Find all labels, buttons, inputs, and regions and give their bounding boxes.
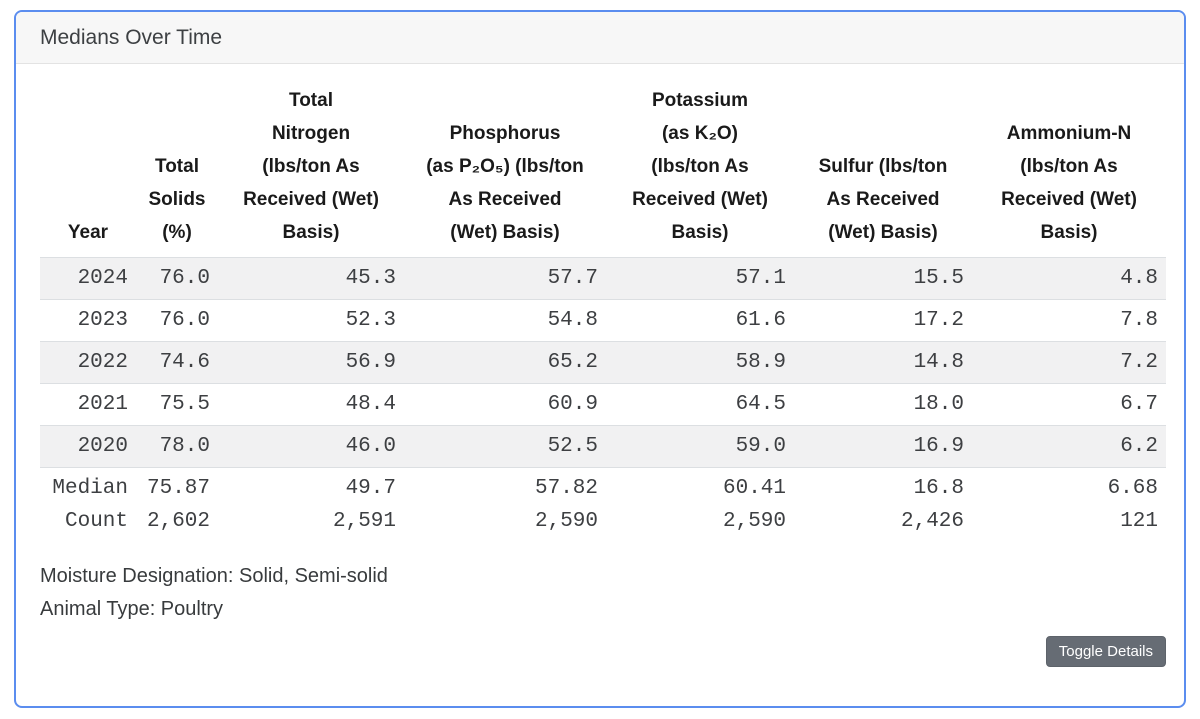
table-cell: 75.5 bbox=[136, 383, 218, 426]
table-cell: 60.41 bbox=[722, 477, 786, 500]
row-label: 2020 bbox=[40, 425, 136, 468]
card-body: Year Total Solids (%) Total Nitrogen (lbs/ton … bbox=[16, 64, 1184, 689]
table-cell: 2,590 bbox=[722, 510, 786, 533]
row-label: 2023 bbox=[40, 299, 136, 342]
table-cell: 57.7 bbox=[404, 257, 606, 300]
row-label: 2024 bbox=[40, 257, 136, 300]
column-header-6: Ammonium-N (lbs/ton As Received (Wet) Basis… bbox=[972, 84, 1166, 258]
column-header-3: Phosphorus (as P₂O₅) (lbs/ton As Received(… bbox=[404, 84, 606, 258]
table-head: Year Total Solids (%) Total Nitrogen (lbs/ton … bbox=[40, 84, 1166, 258]
column-header-1: Total Solids (%) bbox=[136, 84, 218, 258]
table-cell: 58.9 bbox=[606, 341, 794, 384]
table-row: 2021 75.5 48.4 60.9 64.5 18.0 6.7 bbox=[40, 383, 1166, 426]
table-cell: 17.2 bbox=[794, 299, 972, 342]
medians-over-time-card: Medians Over Time Year Total Solids (%) Tota… bbox=[14, 10, 1186, 708]
table-cell: 2,590 bbox=[534, 510, 598, 533]
table-cell: 57.1 bbox=[606, 257, 794, 300]
table-cell: 15.5 bbox=[794, 257, 972, 300]
table-cell: 7.2 bbox=[972, 341, 1166, 384]
table-cell: 78.0 bbox=[136, 425, 218, 468]
card-title: Medians Over Time bbox=[40, 26, 223, 49]
table-cell: 6.7 bbox=[972, 383, 1166, 426]
table-cell: 61.6 bbox=[606, 299, 794, 342]
row-label: 2022 bbox=[40, 341, 136, 384]
table-cell: 52.5 bbox=[404, 425, 606, 468]
table-cell: 59.0 bbox=[606, 425, 794, 468]
table-notes: Moisture Designation: Solid, Semi-solid … bbox=[40, 560, 1166, 626]
card-header: Medians Over Time bbox=[16, 12, 1184, 64]
table-cell: 7.8 bbox=[972, 299, 1166, 342]
table-cell: 54.8 bbox=[404, 299, 606, 342]
row-label: Count bbox=[64, 510, 128, 533]
table-cell: 48.4 bbox=[218, 383, 404, 426]
column-header-0: Year bbox=[40, 84, 136, 258]
table-row: 2023 76.0 52.3 54.8 61.6 17.2 7.8 bbox=[40, 299, 1166, 342]
table-cell: 74.6 bbox=[136, 341, 218, 384]
column-header-2: Total Nitrogen (lbs/ton As Received (Wet) Ba… bbox=[218, 84, 404, 258]
table-cell: 6.2 bbox=[972, 425, 1166, 468]
table-cell: 16.8 bbox=[913, 477, 964, 500]
moisture-designation-text: Moisture Designation: Solid, Semi-solid bbox=[40, 565, 388, 587]
row-label: 2021 bbox=[40, 383, 136, 426]
table-cell: 60.9 bbox=[404, 383, 606, 426]
animal-type-text: Animal Type: Poultry bbox=[40, 598, 224, 620]
table-cell: 64.5 bbox=[606, 383, 794, 426]
table-cell: 65.2 bbox=[404, 341, 606, 384]
table-body: 2024 76.0 45.3 57.7 57.1 15.5 4.8 2023 76.0 52.3 5… bbox=[40, 257, 1166, 468]
table-row: 2024 76.0 45.3 57.7 57.1 15.5 4.8 bbox=[40, 257, 1166, 300]
medians-table: Year Total Solids (%) Total Nitrogen (lbs/ton … bbox=[40, 84, 1166, 538]
table-cell: 76.0 bbox=[136, 257, 218, 300]
table-cell: 76.0 bbox=[136, 299, 218, 342]
column-header-5: Sulfur (lbs/ton As Received (Wet) Basis) bbox=[794, 84, 972, 258]
table-cell: 121 bbox=[1120, 510, 1158, 533]
table-cell: 2,426 bbox=[900, 510, 964, 533]
row-label: Median bbox=[52, 477, 128, 500]
table-cell: 52.3 bbox=[218, 299, 404, 342]
table-row: 2022 74.6 56.9 65.2 58.9 14.8 7.2 bbox=[40, 341, 1166, 384]
table-cell: 6.68 bbox=[1107, 477, 1158, 500]
table-cell: 14.8 bbox=[794, 341, 972, 384]
table-cell: 56.9 bbox=[218, 341, 404, 384]
table-cell: 4.8 bbox=[972, 257, 1166, 300]
summary-row: Count 2,602 2,591 2,590 2,590 2,426 121 bbox=[40, 505, 1166, 538]
table-cell: 45.3 bbox=[218, 257, 404, 300]
table-cell: 57.82 bbox=[534, 477, 598, 500]
summary-row: Median 75.87 49.7 57.82 60.41 16.8 6.68 bbox=[40, 468, 1166, 506]
button-row: Toggle Details bbox=[40, 636, 1166, 667]
table-cell: 18.0 bbox=[794, 383, 972, 426]
table-cell: 16.9 bbox=[794, 425, 972, 468]
table-summary: Median 75.87 49.7 57.82 60.41 16.8 6.68 Count 2,… bbox=[40, 468, 1166, 539]
table-header-row: Year Total Solids (%) Total Nitrogen (lbs/ton … bbox=[40, 84, 1166, 258]
table-cell: 46.0 bbox=[218, 425, 404, 468]
table-cell: 49.7 bbox=[345, 477, 396, 500]
table-cell: 2,602 bbox=[146, 510, 210, 533]
table-cell: 75.87 bbox=[146, 477, 210, 500]
table-row: 2020 78.0 46.0 52.5 59.0 16.9 6.2 bbox=[40, 425, 1166, 468]
table-cell: 2,591 bbox=[332, 510, 396, 533]
column-header-4: Potassium (as K₂O) (lbs/ton As Received (We… bbox=[606, 84, 794, 258]
toggle-details-button[interactable]: Toggle Details bbox=[1045, 636, 1166, 667]
